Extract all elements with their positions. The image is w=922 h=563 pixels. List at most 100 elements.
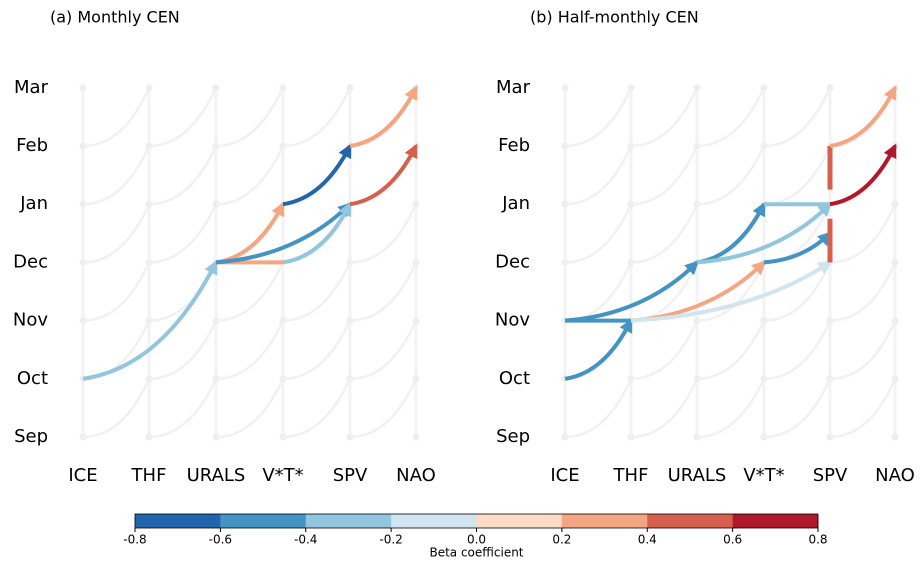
faint-link	[282, 261, 352, 322]
faint-link	[829, 261, 897, 322]
month-label: Mar	[14, 77, 49, 98]
faint-link	[829, 203, 897, 264]
month-label: Nov	[495, 310, 530, 331]
colorbar-segment	[647, 514, 733, 528]
faint-link	[630, 203, 699, 264]
month-label: Oct	[499, 368, 530, 389]
faint-link	[148, 261, 218, 322]
variable-label: ICE	[550, 465, 579, 486]
faint-link	[564, 320, 633, 381]
faint-link	[82, 203, 151, 264]
month-label: Sep	[14, 426, 48, 447]
node	[891, 317, 899, 325]
faint-link	[82, 87, 151, 148]
colorbar-tick-label: -0.8	[123, 533, 146, 547]
node	[627, 84, 635, 92]
edge	[349, 143, 418, 207]
month-label: Nov	[13, 310, 48, 331]
colorbar-label: Beta coefficient	[429, 546, 523, 560]
faint-link	[148, 320, 218, 381]
faint-link	[763, 87, 832, 148]
colorbar-tick-label: 0.2	[552, 533, 571, 547]
edge	[349, 85, 418, 148]
edge	[82, 259, 218, 381]
variable-label: THF	[613, 465, 649, 486]
edge	[282, 201, 352, 265]
node	[145, 84, 153, 92]
variable-label: NAO	[875, 465, 915, 486]
variable-label: SPV	[333, 465, 368, 486]
panel-title: (a) Monthly CEN	[50, 8, 180, 27]
node	[79, 84, 87, 92]
month-label: Oct	[17, 368, 48, 389]
edge	[564, 260, 699, 323]
node	[412, 433, 420, 441]
colorbar-segment	[391, 514, 477, 528]
colorbar-tick-label: 0.6	[723, 533, 742, 547]
node	[412, 317, 420, 325]
faint-link	[829, 378, 897, 439]
faint-link	[349, 261, 418, 322]
node	[279, 84, 287, 92]
faint-link	[82, 261, 151, 322]
faint-link	[282, 378, 352, 439]
faint-link	[215, 203, 285, 264]
edge	[696, 201, 766, 265]
node	[826, 84, 834, 92]
faint-link	[215, 378, 285, 439]
colorbar-segment	[135, 514, 221, 528]
node	[212, 84, 220, 92]
node	[760, 84, 768, 92]
month-label: Feb	[498, 135, 530, 156]
variable-label: THF	[131, 465, 167, 486]
faint-link	[282, 320, 352, 381]
faint-link	[696, 320, 766, 381]
faint-link	[148, 145, 218, 206]
edge	[763, 231, 832, 265]
variable-label: SPV	[813, 465, 848, 486]
node	[891, 200, 899, 208]
faint-link	[763, 320, 832, 381]
edge	[696, 202, 832, 265]
faint-link	[630, 378, 699, 439]
faint-link	[215, 320, 285, 381]
node	[346, 84, 354, 92]
month-label: Feb	[16, 135, 48, 156]
faint-link	[696, 203, 766, 264]
faint-link	[148, 378, 218, 439]
colorbar-segment	[732, 514, 819, 528]
colorbar-segment	[561, 514, 648, 528]
variable-label: ICE	[68, 465, 97, 486]
faint-link	[564, 203, 633, 264]
node	[891, 375, 899, 383]
faint-link	[349, 87, 418, 148]
faint-link	[349, 203, 418, 264]
faint-link	[630, 320, 699, 381]
variable-label: URALS	[187, 465, 246, 486]
variable-label: V*T*	[262, 465, 303, 486]
faint-link	[349, 378, 418, 439]
faint-link	[763, 145, 832, 206]
faint-link	[564, 378, 633, 439]
node	[412, 200, 420, 208]
month-label: Dec	[495, 251, 530, 272]
faint-link	[696, 87, 766, 148]
edge	[829, 85, 897, 148]
edge	[630, 260, 833, 323]
edge	[829, 143, 897, 207]
colorbar-tick-label: 0.0	[467, 533, 486, 547]
variable-label: NAO	[396, 465, 436, 486]
faint-link	[282, 145, 352, 206]
faint-link	[696, 145, 766, 206]
faint-link	[630, 145, 699, 206]
node	[412, 375, 420, 383]
faint-link	[696, 378, 766, 439]
edge	[564, 318, 633, 381]
node	[561, 84, 569, 92]
month-label: Mar	[496, 77, 531, 98]
colorbar-segment	[305, 514, 392, 528]
faint-link	[82, 378, 151, 439]
colorbar-segment	[476, 514, 563, 528]
node	[412, 258, 420, 266]
